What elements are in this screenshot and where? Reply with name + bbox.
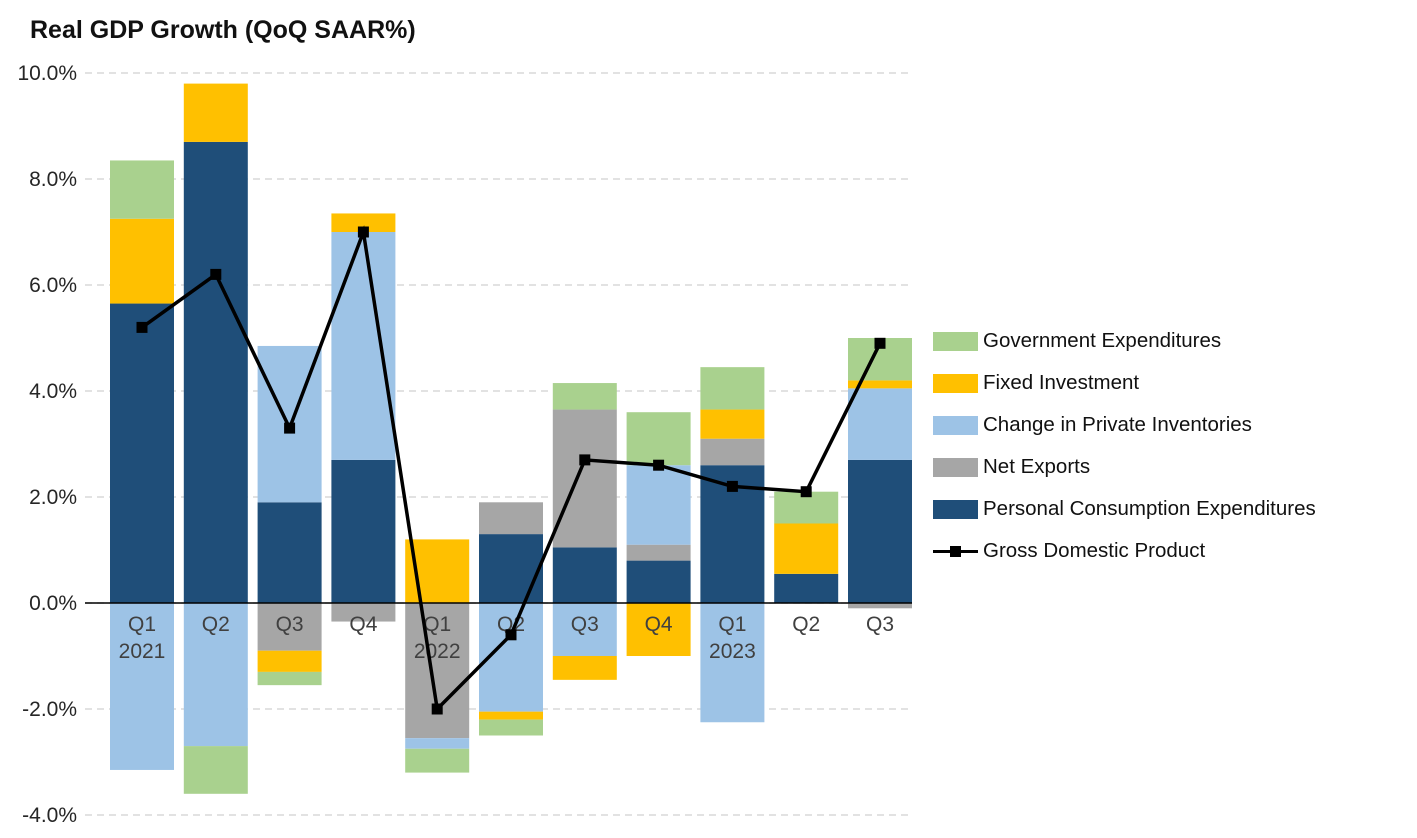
legend-item: Personal Consumption Expenditures: [933, 488, 1316, 530]
bar-segment: [848, 603, 912, 609]
bar-segment: [700, 409, 765, 439]
bar-segment: [331, 459, 396, 603]
gdp-line-marker: [357, 226, 369, 238]
legend: Government Expenditures Fixed Investment C…: [933, 320, 1316, 572]
gdp-line-marker: [284, 422, 296, 434]
bar-segment: [183, 603, 248, 747]
bar-segment: [257, 650, 322, 672]
legend-item: Change in Private Inventories: [933, 404, 1316, 446]
x-axis-tick-label: Q3: [866, 613, 894, 636]
x-axis-tick-label: Q2: [792, 613, 820, 636]
bar-segment: [183, 141, 248, 603]
legend-label: Gross Domestic Product: [983, 539, 1206, 562]
legend-color-swatch: [933, 331, 978, 351]
legend-label: Net Exports: [983, 455, 1091, 478]
legend-color-swatch: [933, 457, 978, 477]
bar-segment: [331, 213, 396, 232]
x-axis-tick-label: Q1: [128, 613, 156, 636]
bar-segment: [405, 748, 470, 773]
y-axis-tick-label: 6.0%: [29, 274, 77, 297]
bar-segment: [552, 547, 617, 603]
y-axis-tick-label: 2.0%: [29, 486, 77, 509]
bar-segment: [110, 218, 174, 304]
gdp-line-marker: [210, 268, 222, 280]
gdp-line-marker: [874, 337, 886, 349]
bar-segment: [183, 746, 248, 794]
x-axis-year-label: 2021: [119, 640, 166, 663]
gdp-line-marker: [653, 459, 665, 471]
y-axis-tick-label: 0.0%: [29, 592, 77, 615]
bar-segment: [700, 603, 765, 723]
gdp-line-marker: [800, 486, 812, 498]
x-axis-tick-label: Q3: [276, 613, 304, 636]
gdp-line-marker: [136, 321, 148, 333]
bar-segment: [552, 383, 617, 410]
bar-segment: [626, 560, 691, 603]
gdp-line-marker: [726, 480, 738, 492]
y-axis-tick-label: 4.0%: [29, 380, 77, 403]
legend-square-marker: [950, 545, 961, 557]
legend-color-swatch: [933, 415, 978, 435]
bar-segment: [552, 409, 617, 548]
x-axis-year-label: 2022: [414, 640, 461, 663]
legend-label: Change in Private Inventories: [983, 413, 1252, 436]
legend-color-swatch: [933, 373, 978, 393]
bar-segment: [626, 544, 691, 561]
bar-segment: [774, 523, 839, 574]
bar-segment: [110, 160, 174, 219]
legend-label: Government Expenditures: [983, 329, 1222, 352]
bar-segment: [257, 671, 322, 686]
bar-segment: [552, 603, 617, 656]
bar-segment: [110, 603, 174, 770]
bar-segment: [774, 573, 839, 603]
bar-segment: [848, 380, 912, 389]
bar-segment: [479, 711, 543, 720]
bar-segment: [848, 459, 912, 603]
y-axis-tick-label: 8.0%: [29, 168, 77, 191]
legend-item: Fixed Investment: [933, 362, 1316, 404]
bar-segment: [405, 738, 470, 749]
legend-color-swatch: [933, 499, 978, 519]
bar-segment: [110, 303, 174, 603]
bar-segment: [479, 534, 543, 603]
bar-segment: [405, 603, 470, 739]
bar-segment: [257, 603, 322, 651]
bar-segment: [479, 719, 543, 736]
y-axis-tick-label: -2.0%: [22, 698, 77, 721]
gdp-line-marker: [579, 454, 591, 466]
x-axis-tick-label: Q1: [423, 613, 451, 636]
y-axis-tick-label: -4.0%: [22, 804, 77, 827]
legend-line-marker-icon: [933, 542, 978, 561]
bar-segment: [479, 502, 543, 535]
bar-segment: [552, 656, 617, 680]
bar-segment: [183, 83, 248, 142]
y-axis-tick-label: 10.0%: [17, 62, 77, 85]
x-axis-year-label: 2023: [709, 640, 756, 663]
gdp-line-marker: [431, 703, 443, 715]
bar-segment: [626, 412, 691, 466]
x-axis-tick-label: Q4: [349, 613, 377, 636]
legend-label: Fixed Investment: [983, 371, 1140, 394]
chart-title: Real GDP Growth (QoQ SAAR%): [30, 16, 416, 44]
bar-segment: [700, 367, 765, 410]
x-axis-tick-label: Q2: [202, 613, 230, 636]
bar-segment: [331, 603, 396, 622]
legend-item: Net Exports: [933, 446, 1316, 488]
bar-segment: [848, 388, 912, 460]
x-axis-tick-label: Q3: [571, 613, 599, 636]
legend-item: Gross Domestic Product: [933, 530, 1316, 572]
bar-segment: [700, 438, 765, 466]
bar-segment: [626, 465, 691, 545]
bar-segment: [257, 502, 322, 603]
bar-segment: [331, 232, 396, 460]
x-axis-tick-label: Q1: [718, 613, 746, 636]
legend-item: Government Expenditures: [933, 320, 1316, 362]
x-axis-tick-label: Q4: [645, 613, 673, 636]
legend-label: Personal Consumption Expenditures: [983, 497, 1316, 520]
gdp-line-marker: [505, 629, 517, 641]
bar-segment: [626, 603, 691, 656]
